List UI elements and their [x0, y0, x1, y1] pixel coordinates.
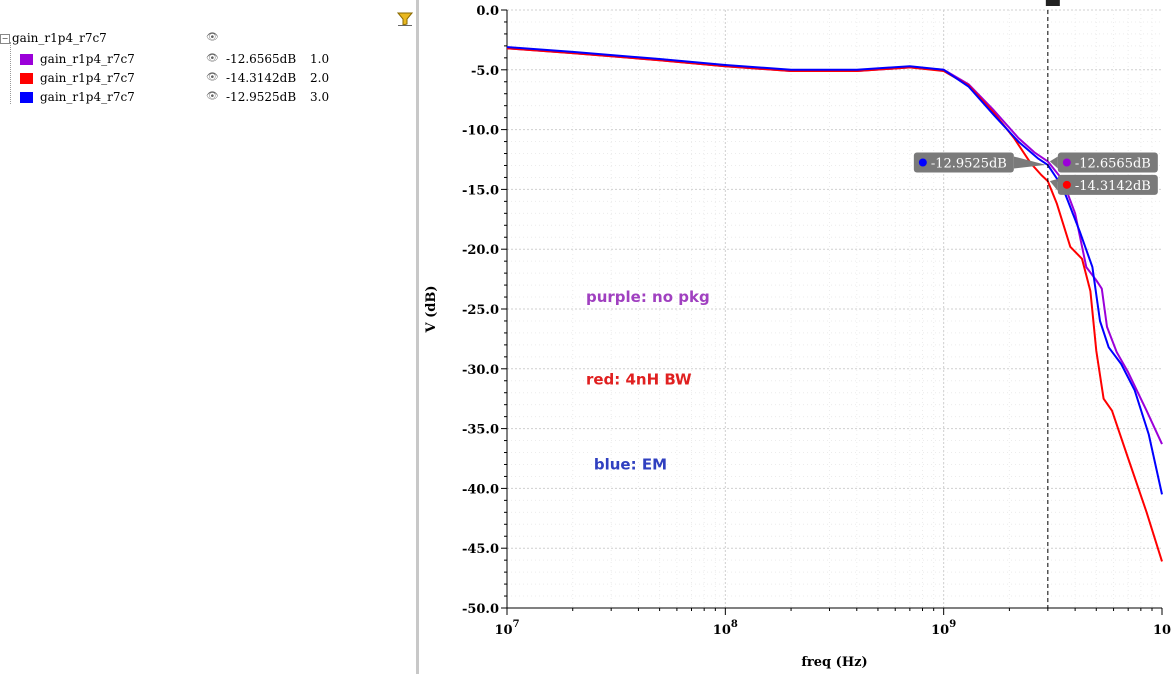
legend-item-index: 2.0	[310, 71, 330, 85]
legend-item-value: -12.9525dB	[226, 90, 297, 104]
x-tick-label: 108	[713, 619, 738, 638]
annotation-label: red: 4nH BW	[586, 370, 692, 388]
tree-toggle-icon[interactable]: −	[0, 33, 10, 44]
y-tick-label: -35.0	[462, 423, 499, 438]
marker-box[interactable]	[913, 152, 1014, 173]
marker-dot	[1062, 158, 1071, 167]
grid	[506, 9, 1162, 609]
y-tick-label: -30.0	[462, 363, 499, 378]
legend-item-index: 1.0	[310, 52, 330, 66]
y-tick-label: -15.0	[462, 183, 499, 198]
cursor-handle[interactable]	[1045, 0, 1060, 6]
x-tick-label: 107	[494, 619, 519, 638]
annotations: purple: no pkg red: 4nH BW blue: EM	[586, 288, 710, 473]
legend-item-index: 3.0	[310, 90, 330, 104]
marker-dot	[1062, 180, 1071, 189]
legend-item-name: gain_r1p4_r7c7	[40, 52, 135, 66]
marker-pointer	[1013, 156, 1046, 169]
marker-pointer	[1049, 156, 1058, 169]
marker-pointer	[1049, 178, 1058, 191]
eye-icon[interactable]: 👁	[206, 53, 219, 64]
vertical-cursor[interactable]	[1045, 0, 1060, 608]
legend-root-label: gain_r1p4_r7c7	[12, 31, 107, 45]
annotation-label: blue: EM	[594, 455, 667, 473]
marker-label: -12.9525dB	[931, 156, 1007, 171]
y-tick-label: -50.0	[462, 602, 499, 617]
marker-box[interactable]	[1057, 174, 1158, 195]
y-tick-label: 0.0	[476, 4, 499, 19]
x-axis-title: freq (Hz)	[801, 655, 867, 670]
x-tick-label: 109	[931, 619, 956, 638]
tree-lines	[10, 42, 19, 104]
marker-box[interactable]	[1057, 152, 1158, 173]
ticks: 0.0 -5.0 -10.0 -15.0 -20.0 -25.0 -30.0 -35.0 -40…	[462, 4, 1171, 638]
y-tick-label: -25.0	[462, 303, 499, 318]
y-axis-title: V (dB)	[424, 286, 439, 334]
legend-item-value: -12.6565dB	[226, 52, 297, 66]
marker-dot	[918, 158, 927, 167]
legend-root[interactable]: − gain_r1p4_r7c7	[0, 31, 107, 45]
series-lines	[506, 46, 1163, 562]
y-tick-label: -20.0	[462, 243, 499, 258]
plot-area[interactable]: 0.0 -5.0 -10.0 -15.0 -20.0 -25.0 -30.0 -35.0 -40…	[420, 0, 1176, 674]
color-swatch	[20, 54, 33, 65]
legend-item-name: gain_r1p4_r7c7	[40, 90, 135, 104]
eye-icon[interactable]: 👁	[206, 91, 219, 102]
eye-icon[interactable]: 👁	[206, 72, 219, 83]
annotation-label: purple: no pkg	[586, 288, 710, 306]
y-tick-label: -45.0	[462, 542, 499, 557]
legend-panel: − gain_r1p4_r7c7 👁 gain_r1p4_r7c7 👁 -12.6…	[0, 0, 416, 674]
series-line-1	[506, 47, 1163, 562]
filter-icon[interactable]	[397, 12, 413, 26]
y-tick-label: -5.0	[471, 64, 499, 79]
series-line-2	[506, 46, 1163, 495]
color-swatch	[20, 73, 33, 84]
eye-icon[interactable]: 👁	[206, 32, 219, 43]
legend-item-value: -14.3142dB	[226, 71, 297, 85]
y-tick-label: -10.0	[462, 124, 499, 139]
panel-divider[interactable]	[416, 0, 419, 674]
legend-item-name: gain_r1p4_r7c7	[40, 71, 135, 85]
marker-label: -12.6565dB	[1075, 156, 1151, 171]
color-swatch	[20, 92, 33, 103]
axis-titles: freq (Hz) V (dB)	[424, 286, 868, 671]
markers[interactable]: -12.6565dB -14.3142dB -12.9525dB	[913, 152, 1158, 195]
marker-label: -14.3142dB	[1075, 179, 1151, 194]
y-tick-label: -40.0	[462, 482, 499, 497]
x-tick-label: 10	[1153, 623, 1171, 638]
